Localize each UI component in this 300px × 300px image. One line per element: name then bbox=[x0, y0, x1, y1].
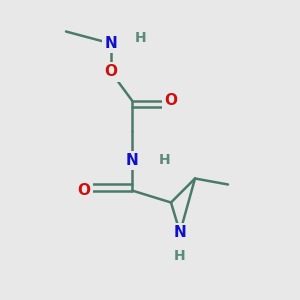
Text: N: N bbox=[174, 225, 186, 240]
Text: N: N bbox=[105, 36, 117, 51]
Text: O: O bbox=[104, 64, 118, 80]
Text: H: H bbox=[135, 31, 147, 44]
Text: O: O bbox=[77, 183, 91, 198]
Text: H: H bbox=[174, 250, 186, 263]
Text: H: H bbox=[159, 154, 171, 167]
Text: N: N bbox=[126, 153, 138, 168]
Text: O: O bbox=[164, 93, 178, 108]
